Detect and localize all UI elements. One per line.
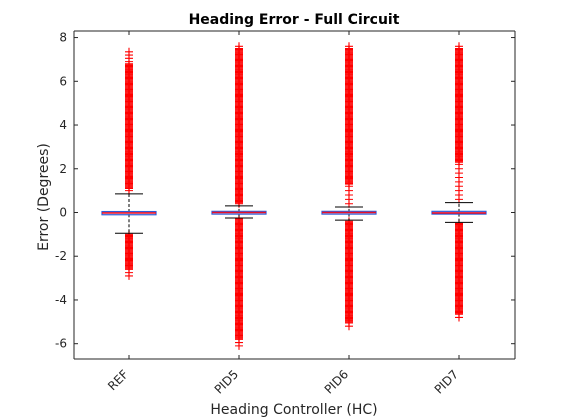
axes: -6 -4 -2 0 2 4 6 8 REF PID5 PID6 PID7 xyxy=(55,30,516,397)
box-group-pid7 xyxy=(431,42,487,322)
outlier-point xyxy=(455,160,463,169)
outlier-point xyxy=(345,182,353,191)
chart-title: Heading Error - Full Circuit xyxy=(189,12,400,28)
outlier-point xyxy=(345,217,353,226)
x-tick-label: PID7 xyxy=(432,367,461,396)
x-tick-label: PID6 xyxy=(322,367,351,396)
y-tick-label: 8 xyxy=(59,31,67,45)
plot-background xyxy=(74,31,515,359)
x-tick-label: REF xyxy=(105,367,131,393)
box-group-pid6 xyxy=(321,42,377,331)
outlier-point xyxy=(125,268,133,277)
x-tick-label: PID5 xyxy=(212,367,241,396)
x-axis-label: Heading Controller (HC) xyxy=(210,402,377,418)
y-tick-label: 2 xyxy=(59,162,67,176)
outlier-point xyxy=(235,338,243,347)
y-tick-label: -6 xyxy=(55,337,67,351)
box-group-ref xyxy=(101,47,157,280)
plot-area xyxy=(74,31,515,359)
y-tick-label: 0 xyxy=(59,205,67,219)
y-axis-label: Error (Degrees) xyxy=(36,143,52,251)
chart-marks xyxy=(101,42,487,350)
outlier-point xyxy=(455,310,463,319)
outlier-point xyxy=(345,318,353,327)
outlier-point xyxy=(345,42,353,51)
outlier-point xyxy=(125,47,133,56)
outlier-point xyxy=(125,186,133,195)
box-group-pid5 xyxy=(211,42,267,350)
outlier-point xyxy=(235,42,243,51)
y-tick-label: 6 xyxy=(59,74,67,88)
y-tick-label: -4 xyxy=(55,293,67,307)
y-tick-label: 4 xyxy=(59,118,67,132)
outlier-point xyxy=(455,42,463,51)
y-tick-label: -2 xyxy=(55,249,67,263)
